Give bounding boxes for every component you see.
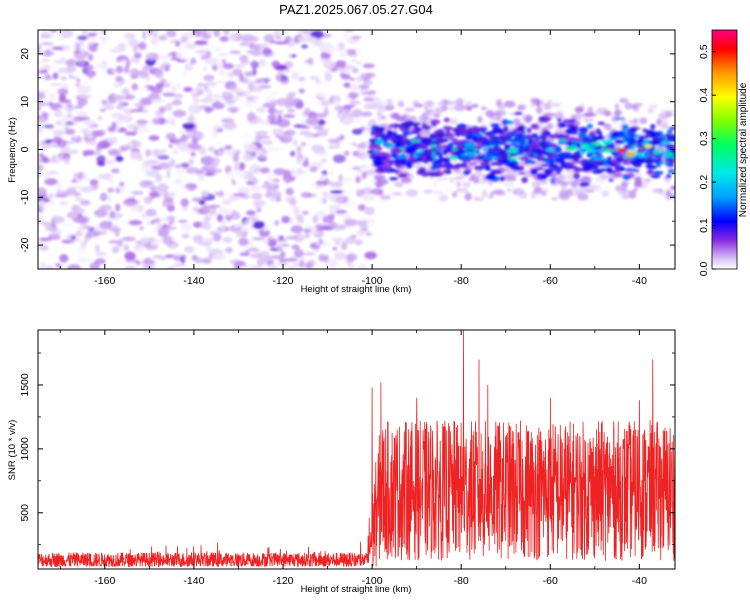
y-tick-label: -10 — [19, 190, 31, 205]
snr-y-tick-label: 1500 — [19, 373, 31, 397]
colorbar: 0.0 0.1 0.2 0.3 0.4 0.5 Normalized spectral a… — [698, 29, 749, 276]
x-tick-label: -140 — [183, 575, 204, 587]
x-tick-label: -100 — [362, 575, 383, 587]
snr-frame — [37, 329, 676, 570]
spectrogram-heatmap — [38, 30, 675, 269]
snr-y-tick-label: 500 — [19, 504, 31, 522]
snr-ticks: -160 -140 -120 -100 -80 -60 -40 500 1000 1500 — [19, 330, 675, 587]
x-tick-label: -160 — [94, 575, 115, 587]
x-tick-label: -140 — [183, 275, 204, 287]
y-tick-label: -20 — [19, 237, 31, 252]
snr-y-label: SNR (10 * v/v) — [7, 420, 18, 481]
x-tick-label: -40 — [632, 575, 647, 587]
colorbar-label: Normalized spectral amplitude — [738, 82, 749, 217]
colorbar-tick-label: 0.5 — [698, 44, 710, 59]
snr-y-tick-label: 1000 — [19, 437, 31, 461]
x-tick-label: -160 — [94, 275, 115, 287]
colorbar-tick-label: 0.1 — [698, 218, 710, 233]
colorbar-tick-label: 0.3 — [698, 131, 710, 146]
x-tick-label: -120 — [272, 275, 293, 287]
colorbar-tick-label: 0.2 — [698, 175, 710, 190]
x-tick-label: -100 — [362, 275, 383, 287]
snr-panel: -160 -140 -120 -100 -80 -60 -40 500 1000 1500 Hei… — [7, 329, 676, 595]
spectrogram-x-label: Height of straight line (km) — [301, 284, 412, 295]
spectrogram-y-label: Frequency (Hz) — [7, 117, 18, 182]
snr-series-line — [38, 330, 675, 568]
colorbar-tick-label: 0.4 — [698, 88, 710, 103]
x-tick-label: -80 — [454, 275, 469, 287]
y-tick-label: 10 — [19, 96, 31, 108]
x-tick-label: -60 — [543, 275, 558, 287]
y-tick-label: 0 — [19, 146, 31, 152]
colorbar-tick-label: 0.0 — [698, 262, 710, 277]
chart-title: PAZ1.2025.067.05.27.G04 — [279, 2, 433, 17]
x-tick-label: -120 — [272, 575, 293, 587]
y-tick-label: 20 — [19, 48, 31, 60]
x-tick-label: -80 — [454, 575, 469, 587]
x-tick-label: -60 — [543, 575, 558, 587]
colorbar-gradient — [711, 29, 738, 270]
x-tick-label: -40 — [632, 275, 647, 287]
snr-x-label: Height of straight line (km) — [301, 584, 412, 595]
colorbar-ticks: 0.0 0.1 0.2 0.3 0.4 0.5 — [698, 44, 716, 276]
